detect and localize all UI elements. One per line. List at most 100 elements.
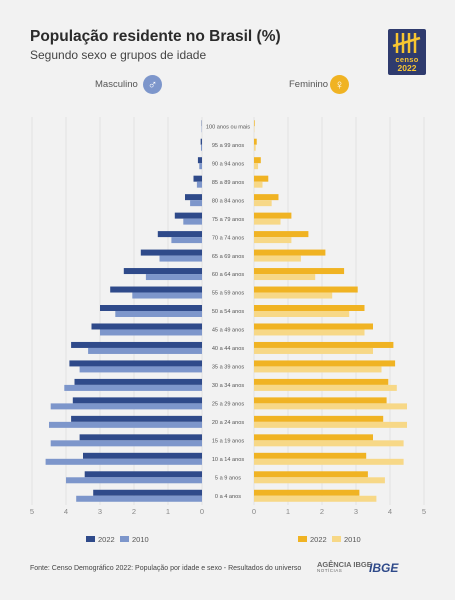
- bar-male-2010: [145, 274, 202, 281]
- legend-swatch: [86, 536, 95, 542]
- x-tick-label-male: 0: [200, 507, 204, 516]
- x-tick-label-female: 4: [388, 507, 392, 516]
- bar-female-2022: [254, 194, 279, 201]
- x-tick-label-female: 2: [320, 507, 324, 516]
- bar-female-2010: [254, 329, 365, 336]
- bar-female-2010: [254, 495, 377, 502]
- bar-male-2010: [200, 144, 202, 151]
- age-group-label: 80 a 84 anos: [212, 198, 245, 204]
- male-label: Masculino: [95, 79, 138, 90]
- bar-female-2010: [254, 440, 404, 447]
- bar-male-2022: [69, 360, 203, 367]
- legend-swatch: [298, 536, 307, 542]
- bar-male-2010: [196, 181, 202, 188]
- bar-female-2010: [254, 144, 256, 151]
- bar-male-2022: [71, 341, 202, 348]
- bar-male-2010: [199, 163, 202, 170]
- bar-male-2010: [76, 495, 202, 502]
- bar-male-2022: [93, 489, 202, 496]
- female-label: Feminino: [289, 79, 329, 90]
- bar-male-2022: [72, 397, 202, 404]
- bar-female-2022: [254, 378, 389, 385]
- bar-male-2010: [49, 421, 202, 428]
- bar-female-2010: [254, 458, 404, 465]
- bar-male-2022: [110, 286, 202, 293]
- x-tick-label-male: 1: [166, 507, 170, 516]
- bar-female-2010: [254, 274, 316, 281]
- male-symbol-icon: ♂: [143, 75, 162, 94]
- bar-male-2010: [88, 347, 202, 354]
- population-pyramid-chart: 100 anos ou mais 95 a 99 anos 90 a 94 anos…: [30, 117, 426, 544]
- tally-marks-icon: [392, 33, 421, 53]
- x-tick-label-female: 1: [286, 507, 290, 516]
- bar-male-2010: [190, 200, 202, 207]
- bar-male-2022: [174, 212, 202, 219]
- bar-male-2010: [45, 458, 202, 465]
- censo-2022-logo: censo 2022: [388, 29, 426, 75]
- bar-female-2010: [254, 403, 407, 410]
- bar-female-2022: [254, 286, 358, 293]
- age-group-label: 25 a 29 anos: [212, 402, 245, 408]
- age-group-label: 45 a 49 anos: [212, 328, 245, 334]
- bar-female-2022: [254, 157, 261, 164]
- bar-female-2022: [254, 489, 360, 496]
- age-group-label: 5 a 9 anos: [215, 475, 241, 481]
- x-tick-label-male: 5: [30, 507, 34, 516]
- chart-title: População residente no Brasil (%): [30, 28, 281, 45]
- bar-male-2022: [193, 175, 202, 182]
- legend-label: 2022: [310, 535, 327, 544]
- bar-female-2022: [254, 434, 373, 441]
- x-tick-label-female: 3: [354, 507, 358, 516]
- bar-male-2022: [84, 471, 202, 478]
- age-group-label: 10 a 14 anos: [212, 457, 245, 463]
- bar-female-2010: [254, 237, 292, 244]
- bar-male-2022: [71, 415, 202, 422]
- age-group-label: 95 a 99 anos: [212, 143, 245, 149]
- bar-female-2022: [254, 268, 345, 275]
- age-group-label: 85 a 89 anos: [212, 180, 245, 186]
- bar-female-2010: [254, 255, 301, 262]
- bar-male-2010: [171, 237, 202, 244]
- agencia-ibge-logo: AGÊNCIA IBGE NOTÍCIAS: [317, 561, 372, 573]
- bar-male-2022: [74, 378, 202, 385]
- bar-female-2022: [254, 452, 367, 459]
- bar-female-2022: [254, 341, 394, 348]
- bar-male-2010: [159, 255, 202, 262]
- x-tick-label-male: 2: [132, 507, 136, 516]
- age-group-label: 75 a 79 anos: [212, 217, 245, 223]
- source-footnote: Fonte: Censo Demográfico 2022: População…: [30, 565, 302, 572]
- bar-male-2010: [66, 477, 202, 484]
- logo-text-year: 2022: [397, 63, 417, 73]
- bar-male-2022: [79, 434, 202, 441]
- bar-male-2010: [183, 218, 202, 225]
- bar-female-2010: [254, 218, 281, 225]
- x-tick-label-male: 4: [64, 507, 68, 516]
- bar-female-2022: [254, 231, 309, 238]
- bar-female-2022: [254, 471, 368, 478]
- legend-swatch: [120, 536, 129, 542]
- agencia-ibge-text: AGÊNCIA IBGE: [317, 560, 372, 569]
- bar-female-2010: [254, 311, 350, 317]
- age-group-label: 15 a 19 anos: [212, 439, 245, 445]
- bar-female-2022: [254, 323, 373, 330]
- x-tick-label-female: 5: [422, 507, 426, 516]
- agencia-ibge-subtext: NOTÍCIAS: [317, 567, 343, 573]
- bar-male-2010: [50, 403, 203, 410]
- age-group-label: 90 a 94 anos: [212, 161, 245, 167]
- bar-female-2022: [254, 360, 396, 367]
- bar-female-2022: [254, 415, 384, 422]
- bar-male-2022: [200, 138, 202, 145]
- age-group-label: 65 a 69 anos: [212, 254, 245, 260]
- bar-female-2022: [254, 138, 257, 145]
- age-group-label: 35 a 39 anos: [212, 365, 245, 371]
- age-group-label: 0 a 4 anos: [215, 494, 241, 500]
- age-group-label: 50 a 54 anos: [212, 309, 245, 315]
- age-group-label: 70 a 74 anos: [212, 235, 245, 241]
- age-group-label: 30 a 34 anos: [212, 383, 245, 389]
- x-tick-label-male: 3: [98, 507, 102, 516]
- bar-male-2010: [132, 292, 202, 299]
- bar-male-2022: [157, 231, 202, 238]
- bar-female-2022: [254, 175, 269, 182]
- bar-male-2010: [79, 366, 202, 373]
- ibge-logo: IBGE: [369, 561, 398, 575]
